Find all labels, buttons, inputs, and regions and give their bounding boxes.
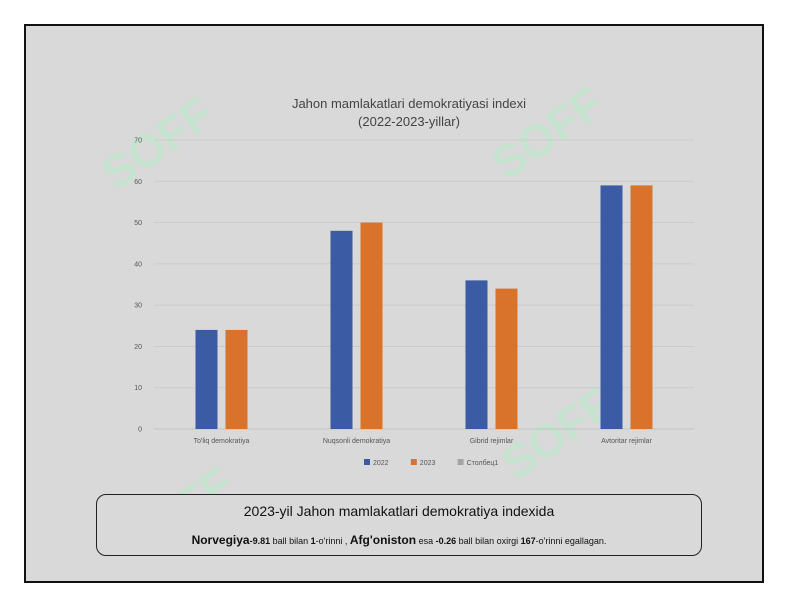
bar-2022: [195, 329, 218, 429]
y-tick-label: 0: [138, 427, 142, 434]
caption-fragment: ball bilan: [270, 536, 311, 546]
caption-fragment: -o'rinni egallagan.: [535, 536, 607, 546]
bar-2023: [360, 222, 383, 429]
caption-box: 2023-yil Jahon mamlakatlari demokratiya …: [96, 494, 702, 556]
caption-fragment: ball bilan oxirgi: [456, 536, 521, 546]
legend-swatch: [410, 459, 417, 465]
y-tick-label: 20: [134, 344, 142, 351]
y-tick-label: 10: [134, 385, 142, 392]
caption-fragment: esa: [416, 536, 436, 546]
y-tick-label: 30: [134, 303, 142, 310]
legend-label: Столбец1: [467, 459, 499, 467]
bar-chart-svg: 0 10 20 30 40 50 60 70 To'liq demokratiya Nuqsonl…: [134, 138, 694, 467]
x-tick-label: Gibrid rejimlar: [470, 438, 514, 445]
y-tick-label: 60: [134, 179, 142, 186]
country-first: Norvegiya: [191, 533, 250, 547]
caption-heading: 2023-yil Jahon mamlakatlari demokratiya …: [243, 503, 555, 519]
score-last: -0.26: [435, 536, 457, 546]
bar-2023: [495, 288, 518, 429]
rank-last: 167: [520, 536, 536, 546]
caption-fragment: -o'rinni ,: [315, 536, 350, 546]
legend-label: 2022: [373, 460, 389, 467]
y-tick-label: 70: [134, 138, 142, 145]
score-first: -9.81: [249, 536, 271, 546]
chart-title: Jahon mamlakatlari demokratiyasi indexi: [291, 96, 527, 111]
bar-2022: [600, 185, 623, 429]
bar-2022: [330, 230, 353, 429]
bar-2023: [225, 329, 248, 429]
country-last: Afg'oniston: [349, 533, 417, 547]
x-tick-label: To'liq demokratiya: [194, 438, 250, 445]
y-tick-label: 50: [134, 220, 142, 227]
x-tick-label: Avtoritar rejimlar: [601, 438, 652, 445]
legend-swatch: [457, 459, 464, 465]
chart: Jahon mamlakatlari demokratiyasi indexi …: [114, 88, 704, 498]
rank-first: 1: [310, 536, 316, 546]
legend-swatch: [364, 459, 370, 465]
y-tick-label: 40: [134, 261, 142, 268]
bar-2022: [465, 280, 488, 429]
infographic-frame: SOFF SOFF SOFF SOFF Jahon mamlakatlari d…: [24, 24, 764, 583]
caption-text: Norvegiya-9.81 ball bilan 1-o'rinni , Af…: [97, 533, 701, 547]
bar-2023: [630, 185, 653, 429]
legend-label: 2023: [420, 460, 436, 467]
x-tick-label: Nuqsonli demokratiya: [323, 438, 390, 445]
chart-subtitle: (2022-2023-yillar): [358, 114, 460, 129]
